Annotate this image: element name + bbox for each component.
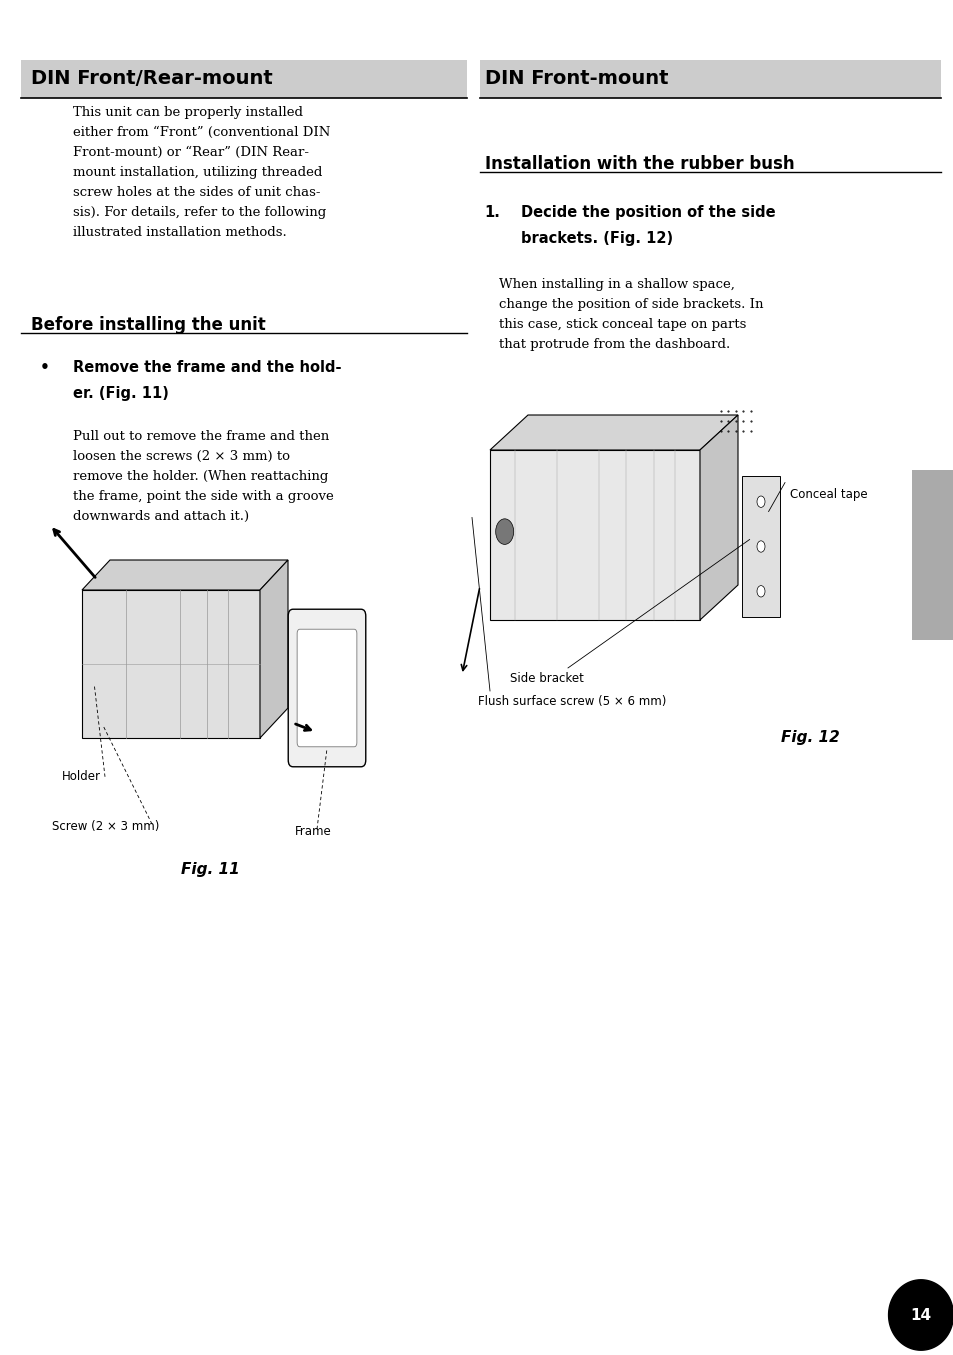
Polygon shape [490,415,738,450]
Text: 1.: 1. [484,205,500,220]
Circle shape [496,519,513,545]
FancyBboxPatch shape [288,610,365,767]
FancyBboxPatch shape [296,629,356,747]
Text: DIN Front/Rear-mount: DIN Front/Rear-mount [30,69,272,88]
Bar [21,60,466,98]
Text: change the position of side brackets. In: change the position of side brackets. In [498,298,762,312]
Text: 14: 14 [909,1308,930,1322]
Text: Conceal tape: Conceal tape [789,488,866,501]
Polygon shape [700,415,738,621]
Text: this case, stick conceal tape on parts: this case, stick conceal tape on parts [498,318,745,331]
Text: Screw (2 × 3 mm): Screw (2 × 3 mm) [52,820,159,833]
Text: This unit can be properly installed: This unit can be properly installed [73,106,303,119]
Text: remove the holder. (When reattaching: remove the holder. (When reattaching [73,470,329,484]
Bar [490,450,700,621]
Text: Side bracket: Side bracket [510,672,583,686]
Bar [911,470,953,640]
Text: loosen the screws (2 × 3 mm) to: loosen the screws (2 × 3 mm) to [73,450,290,463]
Text: Pull out to remove the frame and then: Pull out to remove the frame and then [73,430,330,443]
Text: er. (Fig. 11): er. (Fig. 11) [73,386,169,401]
Text: Fig. 11: Fig. 11 [180,862,239,877]
Text: Remove the frame and the hold-: Remove the frame and the hold- [73,360,341,375]
Bar [479,60,940,98]
Text: downwards and attach it.): downwards and attach it.) [73,511,250,523]
Bar [741,477,780,617]
Text: Front-mount) or “Rear” (DIN Rear-: Front-mount) or “Rear” (DIN Rear- [73,146,309,159]
Polygon shape [887,1279,952,1350]
Polygon shape [260,560,288,738]
Text: Flush surface screw (5 × 6 mm): Flush surface screw (5 × 6 mm) [477,695,666,709]
Text: mount installation, utilizing threaded: mount installation, utilizing threaded [73,167,322,179]
Text: Installation with the rubber bush: Installation with the rubber bush [484,154,794,173]
Text: brackets. (Fig. 12): brackets. (Fig. 12) [520,230,672,245]
Text: DIN Front-mount: DIN Front-mount [484,69,667,88]
Text: Decide the position of the side: Decide the position of the side [520,205,775,220]
Polygon shape [82,560,288,589]
Text: either from “Front” (conventional DIN: either from “Front” (conventional DIN [73,126,331,140]
Text: •: • [40,360,50,375]
Circle shape [757,541,764,553]
Circle shape [757,585,764,598]
Text: illustrated installation methods.: illustrated installation methods. [73,226,287,240]
Text: the frame, point the side with a groove: the frame, point the side with a groove [73,491,334,503]
Text: sis). For details, refer to the following: sis). For details, refer to the followin… [73,206,326,220]
Text: that protrude from the dashboard.: that protrude from the dashboard. [498,339,729,351]
Circle shape [757,496,764,507]
Text: Before installing the unit: Before installing the unit [30,316,265,333]
Text: Holder: Holder [62,770,101,783]
Text: When installing in a shallow space,: When installing in a shallow space, [498,278,734,291]
Bar [82,589,260,738]
Text: Frame: Frame [294,825,332,837]
Text: screw holes at the sides of unit chas-: screw holes at the sides of unit chas- [73,186,320,199]
Text: Fig. 12: Fig. 12 [780,730,839,745]
